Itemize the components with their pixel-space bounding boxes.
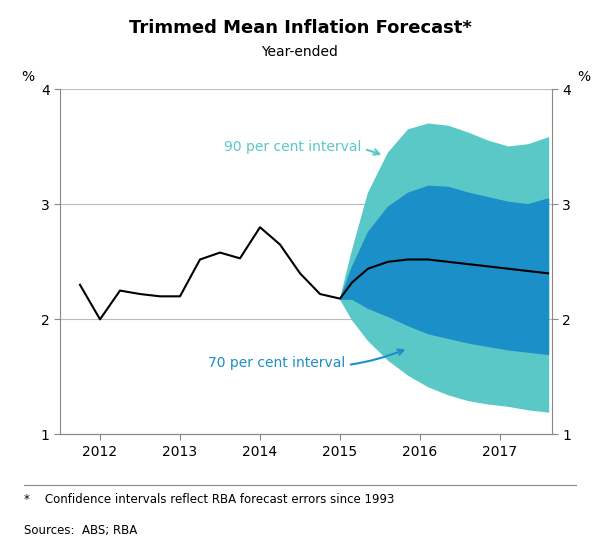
Text: 70 per cent interval: 70 per cent interval <box>208 350 403 370</box>
Text: %: % <box>577 70 590 84</box>
Text: Sources:  ABS; RBA: Sources: ABS; RBA <box>24 524 137 536</box>
Text: %: % <box>22 70 35 84</box>
Text: Trimmed Mean Inflation Forecast*: Trimmed Mean Inflation Forecast* <box>128 19 472 37</box>
Text: Year-ended: Year-ended <box>262 45 338 58</box>
Text: *    Confidence intervals reflect RBA forecast errors since 1993: * Confidence intervals reflect RBA forec… <box>24 493 394 506</box>
Text: 90 per cent interval: 90 per cent interval <box>224 140 379 154</box>
